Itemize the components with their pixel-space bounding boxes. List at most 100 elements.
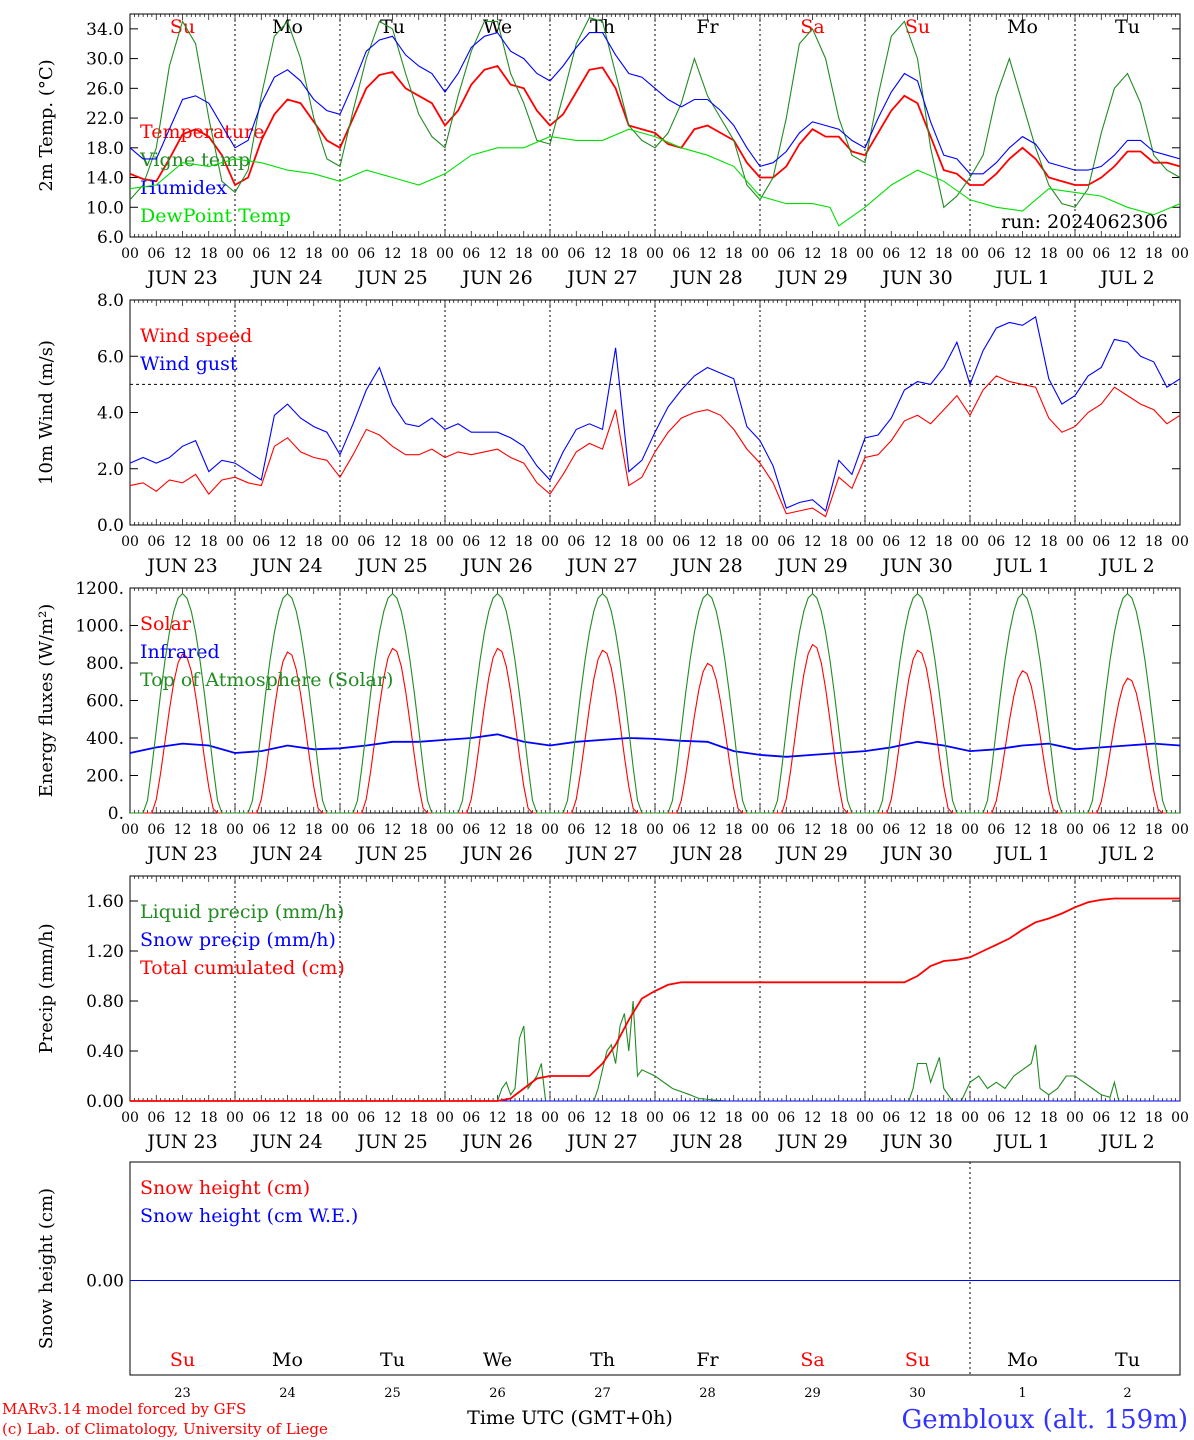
series-line-dewpoint-temp [129, 128, 1181, 227]
y-tick-label: 0.0 [97, 516, 124, 536]
day-number-label: 25 [384, 1386, 401, 1401]
x-hour-label: 12 [594, 534, 612, 550]
x-hour-label: 12 [594, 246, 612, 262]
x-hour-label: 00 [1171, 1110, 1189, 1126]
x-hour-label: 00 [121, 246, 139, 262]
x-date-label: JUN 23 [145, 1131, 217, 1153]
day-number-label: 29 [804, 1386, 821, 1401]
legend-entry: Top of Atmosphere (Solar) [140, 669, 393, 691]
day-name-label: Su [170, 1349, 195, 1371]
x-hour-label: 06 [567, 534, 585, 550]
day-name-label: Tu [1115, 16, 1140, 38]
x-date-label: JUL 2 [1098, 267, 1154, 289]
x-hour-label: 12 [279, 822, 297, 838]
x-date-label: JUN 28 [670, 843, 742, 865]
x-date-label: JUN 24 [250, 843, 322, 865]
x-hour-label: 00 [541, 1110, 559, 1126]
x-hour-label: 12 [1119, 534, 1137, 550]
x-hour-label: 00 [856, 246, 874, 262]
panel-1: 6.0 10.0 14.0 18.0 22.0 26.0 30.0 34.0 2m Temp. … [36, 13, 1189, 289]
legend-entry: Liquid precip (mm/h) [140, 901, 344, 923]
x-date-label: JUL 1 [993, 555, 1049, 577]
x-hour-label: 18 [1145, 822, 1163, 838]
day-name-label: Su [170, 16, 195, 38]
day-number-label: 28 [699, 1386, 716, 1401]
x-date-label: JUL 1 [993, 1131, 1049, 1153]
x-date-label: JUN 24 [250, 1131, 322, 1153]
run-label: run: 2024062306 [1001, 211, 1168, 233]
series-line-wind-gust [129, 316, 1181, 512]
series-line-temperature [129, 64, 1181, 187]
y-tick-label: 4.0 [97, 404, 124, 424]
x-hour-label: 00 [1066, 1110, 1084, 1126]
series-line-humidex [129, 31, 1181, 175]
x-hour-label: 12 [384, 1110, 402, 1126]
day-number-label: 1 [1018, 1386, 1026, 1401]
x-axis-title: Time UTC (GMT+0h) [467, 1407, 673, 1429]
day-number-label: 26 [489, 1386, 506, 1401]
day-name-label: Fr [696, 1349, 719, 1371]
legend-entry: Total cumulated (cm) [140, 957, 345, 979]
x-hour-label: 18 [725, 246, 743, 262]
x-hour-label: 12 [1119, 246, 1137, 262]
day-name-label: Mo [272, 1349, 303, 1371]
legend-entry: Snow precip (mm/h) [140, 929, 336, 951]
x-date-label: JUN 27 [565, 1131, 637, 1153]
day-name-label: Tu [1115, 1349, 1140, 1371]
x-date-label: JUN 30 [880, 843, 952, 865]
x-hour-label: 00 [856, 534, 874, 550]
x-hour-label: 12 [489, 534, 507, 550]
x-hour-label: 18 [515, 822, 533, 838]
x-hour-label: 12 [594, 822, 612, 838]
day-number-label: 27 [594, 1386, 611, 1401]
x-hour-label: 18 [515, 1110, 533, 1126]
y-tick-label: 0.00 [86, 1272, 124, 1292]
x-hour-label: 12 [384, 246, 402, 262]
y-tick-label: 34.0 [86, 20, 124, 40]
x-hour-label: 06 [147, 534, 165, 550]
day-name-label: Mo [272, 16, 303, 38]
x-date-label: JUN 24 [250, 555, 322, 577]
y-tick-label: 800. [86, 654, 124, 674]
x-hour-label: 00 [436, 1110, 454, 1126]
x-hour-label: 18 [200, 534, 218, 550]
x-hour-label: 06 [567, 246, 585, 262]
x-hour-label: 00 [121, 534, 139, 550]
x-hour-label: 00 [1066, 246, 1084, 262]
legend-entry: DewPoint Temp [140, 205, 291, 227]
x-hour-label: 00 [226, 246, 244, 262]
x-hour-label: 06 [777, 1110, 795, 1126]
y-axis-label: 2m Temp. (°C) [36, 59, 57, 191]
x-hour-label: 06 [777, 534, 795, 550]
x-hour-label: 18 [200, 822, 218, 838]
x-hour-label: 06 [357, 1110, 375, 1126]
x-hour-label: 12 [804, 534, 822, 550]
x-hour-label: 00 [751, 534, 769, 550]
series-line-wind-speed [129, 375, 1181, 518]
legend-entry: Snow height (cm W.E.) [140, 1205, 358, 1227]
x-date-label: JUN 29 [775, 843, 847, 865]
x-hour-label: 00 [331, 534, 349, 550]
y-tick-label: 14.0 [86, 169, 124, 189]
x-hour-label: 06 [252, 246, 270, 262]
legend-entry: Solar [140, 613, 192, 635]
series-line-total-cumulated-cm [130, 897, 1180, 1102]
series-line-liquid-precip-mm-h [130, 1000, 1180, 1102]
x-hour-label: 00 [856, 822, 874, 838]
x-hour-label: 06 [882, 822, 900, 838]
x-hour-label: 06 [462, 246, 480, 262]
day-name-label: Sa [800, 1349, 824, 1371]
x-hour-label: 00 [856, 1110, 874, 1126]
x-hour-label: 00 [541, 822, 559, 838]
x-hour-label: 18 [620, 1110, 638, 1126]
x-hour-label: 12 [174, 534, 192, 550]
x-hour-label: 18 [1040, 534, 1058, 550]
x-hour-label: 12 [594, 1110, 612, 1126]
x-hour-label: 00 [436, 246, 454, 262]
x-hour-label: 00 [751, 822, 769, 838]
x-hour-label: 06 [672, 822, 690, 838]
x-hour-label: 06 [672, 246, 690, 262]
x-hour-label: 12 [384, 822, 402, 838]
x-hour-label: 12 [909, 822, 927, 838]
day-name-label: Fr [696, 16, 719, 38]
